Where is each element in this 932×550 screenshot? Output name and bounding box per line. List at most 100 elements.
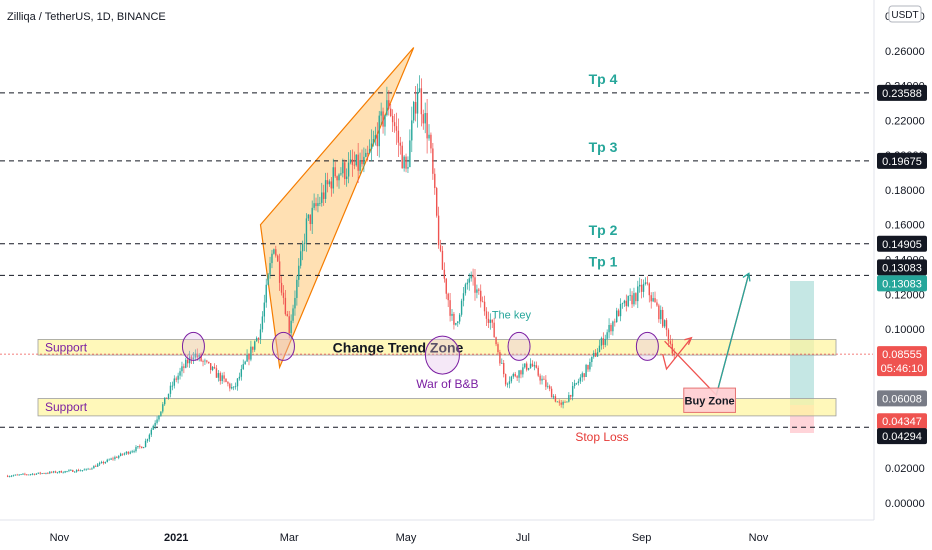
y-tick-label: 0.26000 <box>885 46 925 58</box>
candle <box>608 324 610 333</box>
candle <box>673 353 675 356</box>
candle <box>16 474 18 476</box>
candle <box>20 474 22 475</box>
highlight-circle[interactable] <box>635 331 659 361</box>
candle <box>453 313 455 325</box>
candle <box>478 289 480 291</box>
candle <box>277 255 279 262</box>
candle <box>209 363 212 370</box>
candle <box>552 396 555 398</box>
currency-badge[interactable]: USDT <box>891 10 918 21</box>
candle <box>378 115 380 147</box>
candle <box>51 471 53 473</box>
annotation-war: War of B&B <box>416 377 478 391</box>
candle <box>602 338 605 345</box>
candle <box>571 386 574 397</box>
candle <box>200 354 202 361</box>
candle <box>206 360 208 362</box>
candle <box>28 474 30 476</box>
x-tick-label: Jul <box>516 532 530 544</box>
candle <box>254 341 256 350</box>
candle <box>401 145 403 169</box>
highlight-circle[interactable] <box>271 331 295 361</box>
candle <box>545 379 547 387</box>
projection-path[interactable] <box>662 337 692 371</box>
candle <box>232 386 235 388</box>
time-axis[interactable]: Nov 2021 Mar May Jul Sep Nov <box>50 532 769 544</box>
candle <box>420 88 423 115</box>
candle <box>167 393 170 399</box>
candle <box>642 283 645 292</box>
candle <box>533 365 536 367</box>
candle <box>405 156 407 169</box>
candle <box>326 180 329 185</box>
highlight-circle[interactable] <box>424 335 460 375</box>
candle <box>587 364 589 370</box>
candle <box>121 453 124 455</box>
candle <box>137 446 139 448</box>
candle <box>610 324 612 332</box>
candle <box>340 173 342 175</box>
candle <box>365 152 367 157</box>
candle <box>328 181 331 185</box>
candle <box>317 203 319 207</box>
candle <box>527 368 530 370</box>
candle <box>654 298 656 303</box>
candle <box>282 292 285 298</box>
candle <box>275 249 277 256</box>
candle <box>259 329 262 339</box>
highlight-circle[interactable] <box>181 331 205 361</box>
candle <box>455 322 457 325</box>
candle <box>510 376 513 382</box>
candle <box>669 341 672 344</box>
candle <box>307 214 310 219</box>
candle <box>181 366 183 372</box>
candle <box>388 100 390 109</box>
arrow-head <box>742 272 751 282</box>
candle <box>604 338 606 345</box>
candle <box>466 282 469 285</box>
candle <box>395 126 398 131</box>
candle <box>240 369 243 377</box>
candle <box>434 173 436 189</box>
candle <box>414 102 417 114</box>
candle <box>98 463 101 465</box>
highlight-circle[interactable] <box>507 331 531 361</box>
candle <box>485 311 488 319</box>
candle <box>186 359 189 364</box>
candle <box>443 269 446 279</box>
candle <box>430 134 432 149</box>
support-label: Support <box>45 340 88 354</box>
price-badge-label: 0.08555 <box>882 349 922 361</box>
candle <box>543 378 545 380</box>
y-tick-label: 0.16000 <box>885 220 925 232</box>
candle <box>351 159 354 165</box>
candle <box>468 278 470 283</box>
candle <box>298 265 300 280</box>
candle <box>541 378 543 381</box>
candle <box>639 284 641 287</box>
candle <box>296 279 298 298</box>
candle <box>141 446 143 449</box>
candle <box>355 154 357 166</box>
candle <box>290 320 292 334</box>
candle <box>439 245 442 251</box>
buy-zone[interactable] <box>683 387 736 413</box>
price-badge <box>877 84 927 101</box>
candle <box>123 453 126 455</box>
candle <box>497 344 499 353</box>
candle <box>72 470 74 472</box>
candle <box>480 290 482 302</box>
countdown-label: 05:46:10 <box>881 363 924 375</box>
candle <box>432 148 434 174</box>
buy-zone-label: Buy Zone <box>685 395 735 407</box>
candle <box>633 293 635 305</box>
candle <box>522 367 524 375</box>
candle <box>338 174 340 181</box>
candle <box>112 458 114 460</box>
currency-badge-box[interactable] <box>888 5 922 23</box>
candle <box>372 139 375 144</box>
stop-loss-label: Stop Loss <box>575 430 628 444</box>
candle <box>660 309 662 320</box>
